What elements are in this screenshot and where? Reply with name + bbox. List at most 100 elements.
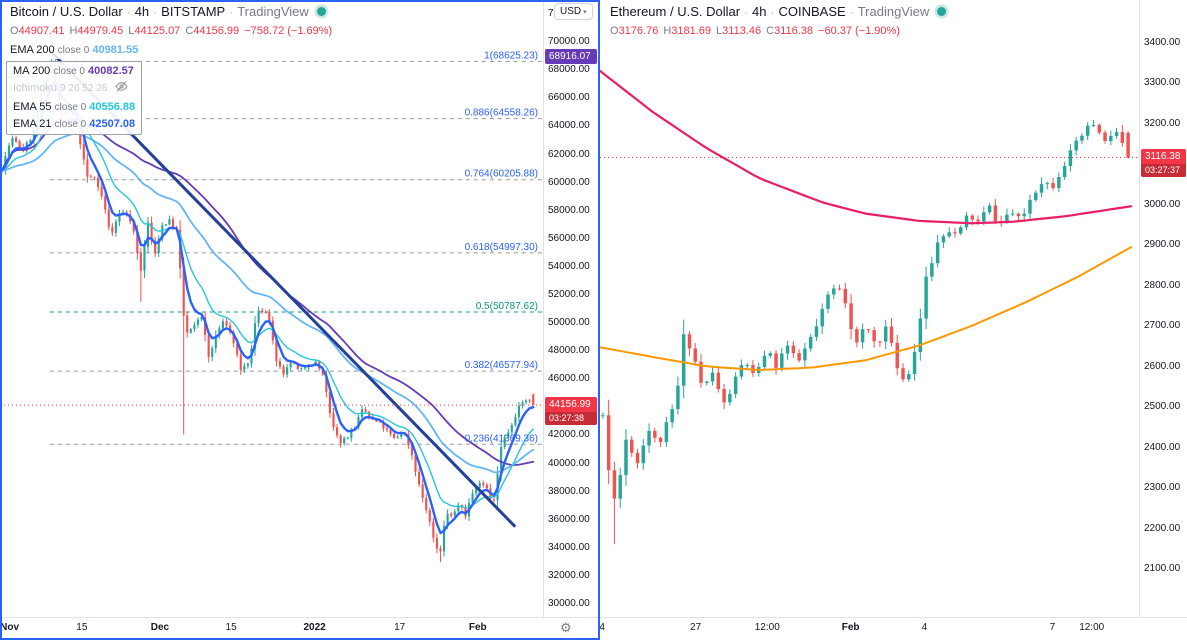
interval-label[interactable]: 4h	[134, 4, 150, 19]
price-tick: 64000.00	[548, 120, 590, 132]
last-price-badge: 44156.99 03:27:38	[545, 397, 597, 426]
price-tick: 30000.00	[548, 597, 590, 609]
time-label: 2022	[303, 622, 326, 633]
change-value: −60.37 (−1.90%)	[818, 25, 900, 37]
eth-time-axis[interactable]: 4 27 12:00 Feb 4 7 12:00	[600, 617, 1187, 640]
close-label: C	[185, 25, 194, 37]
last-price-badge: 3116.38 03:27:37	[1141, 149, 1186, 178]
exchange-label[interactable]: COINBASE	[778, 4, 846, 19]
price-tick: 70000.00	[548, 36, 590, 48]
btc-price-axis[interactable]: USD ▾ 30000.00 32000.00 34000.00 36000.00 380…	[543, 0, 599, 618]
separator: ·	[126, 5, 131, 19]
price-tick: 3300.00	[1144, 77, 1181, 89]
close-value: 3116.38	[774, 25, 814, 37]
low-value: 44125.07	[134, 25, 181, 37]
exchange-label[interactable]: BITSTAMP	[161, 4, 226, 19]
time-label: Nov	[0, 622, 20, 633]
currency-toggle-button[interactable]: USD ▾	[554, 3, 593, 20]
indicator-ichimoku-row[interactable]: Ichimoku 9 26 52 26	[13, 80, 135, 99]
tradingview-attribution[interactable]: TradingView	[237, 4, 309, 19]
indicator-ema200-row[interactable]: EMA 200 close 0 40981.55	[6, 42, 143, 59]
fib-label[interactable]: 1(68625.23)	[484, 50, 538, 61]
high-price-badge: 68916.07	[545, 49, 597, 65]
interval-label[interactable]: 4h	[752, 4, 767, 19]
price-tick: 62000.00	[548, 148, 590, 160]
time-label: 17	[394, 622, 406, 633]
separator: ·	[770, 5, 775, 19]
open-value: 3176.76	[618, 25, 659, 37]
price-tick: 36000.00	[548, 513, 590, 525]
price-tick: 32000.00	[548, 569, 590, 581]
price-tick: 2100.00	[1144, 563, 1181, 575]
gear-icon[interactable]: ⚙	[560, 620, 572, 635]
separator: ·	[229, 5, 234, 19]
fib-label[interactable]: 0.382(46577.94)	[465, 360, 538, 371]
price-tick: 48000.00	[548, 345, 590, 357]
price-tick: 2300.00	[1144, 482, 1181, 494]
close-label: C	[766, 25, 775, 37]
low-label: L	[128, 25, 135, 37]
eth-chart-canvas[interactable]	[600, 0, 1139, 618]
open-label: O	[610, 25, 619, 37]
indicator-ma200-row[interactable]: MA 200 close 0 40082.57	[13, 65, 134, 77]
price-tick: 58000.00	[548, 204, 590, 216]
eth-price-axis[interactable]: 2100.00 2200.00 2300.00 2400.00 2500.00 2600.…	[1139, 0, 1187, 618]
time-label: 12:00	[1079, 622, 1105, 633]
tradingview-attribution[interactable]: TradingView	[857, 4, 930, 19]
price-tick: 2800.00	[1144, 279, 1181, 291]
btc-time-axis[interactable]: ⚙ Nov 15 Dec 15 2022 17 Feb	[0, 617, 600, 640]
price-tick: 46000.00	[548, 373, 590, 385]
ma-lines	[600, 69, 1133, 371]
indicator-ema21-row[interactable]: EMA 21 close 0 42507.08	[13, 118, 136, 130]
price-tick: 38000.00	[548, 485, 590, 497]
market-status-icon[interactable]	[937, 7, 947, 16]
ohlc-readout: O44907.41 H44979.45 L44125.07 C44156.99 −758…	[6, 22, 337, 39]
price-tick: 2500.00	[1144, 401, 1181, 413]
price-tick: 60000.00	[548, 176, 590, 188]
price-tick: 34000.00	[548, 541, 590, 553]
time-label: Feb	[841, 622, 860, 633]
time-label: 27	[690, 622, 702, 633]
price-tick: 2400.00	[1144, 441, 1181, 453]
price-tick: 50000.00	[548, 317, 590, 329]
symbol-title[interactable]: Ethereum / U.S. Dollar	[610, 4, 741, 19]
time-label: 15	[225, 622, 237, 633]
fib-label[interactable]: 0.618(54997.30)	[465, 242, 538, 253]
change-value: −758.72 (−1.69%)	[244, 25, 333, 37]
price-tick: 3000.00	[1144, 198, 1181, 210]
price-tick: 2700.00	[1144, 320, 1181, 332]
ohlc-readout: O3176.76 H3181.69 L3113.46 C3116.38 −60.37 (…	[606, 22, 950, 39]
close-value: 44156.99	[193, 25, 240, 37]
separator: ·	[153, 5, 158, 19]
btc-chart-panel: 1(68625.23) 0.886(64558.26) 0.764(60205.88…	[0, 0, 600, 640]
fib-label[interactable]: 0.764(60205.88)	[465, 169, 538, 180]
high-label: H	[69, 25, 78, 37]
fib-label[interactable]: 0.236(41369.36)	[465, 433, 538, 444]
price-tick: 52000.00	[548, 288, 590, 300]
price-tick: 66000.00	[548, 92, 590, 104]
candles	[601, 119, 1130, 545]
high-value: 44979.45	[77, 25, 124, 37]
countdown-timer: 03:27:37	[1141, 164, 1186, 178]
fib-label[interactable]: 0.5(50787.62)	[476, 301, 538, 312]
indicator-ema55-row[interactable]: EMA 55 close 0 40556.88	[13, 101, 136, 113]
time-label: Feb	[468, 622, 487, 633]
eth-legend: Ethereum / U.S. Dollar · 4h · COINBASE · Tradi…	[606, 4, 951, 41]
price-tick: 3400.00	[1144, 36, 1181, 48]
time-label: Dec	[150, 622, 170, 633]
time-label: 12:00	[754, 622, 780, 633]
time-label: 4	[600, 622, 605, 633]
btc-legend: Bitcoin / U.S. Dollar · 4h · BITSTAMP · Tradin…	[6, 4, 337, 135]
fib-label[interactable]: 0.886(64558.26)	[465, 108, 538, 119]
price-tick: 56000.00	[548, 232, 590, 244]
price-tick: 3200.00	[1144, 117, 1181, 129]
price-tick: 2900.00	[1144, 239, 1181, 251]
time-label: 15	[76, 622, 88, 633]
countdown-timer: 03:27:38	[545, 412, 597, 426]
symbol-title[interactable]: Bitcoin / U.S. Dollar	[10, 4, 123, 19]
price-tick: 42000.00	[548, 429, 590, 441]
eye-hidden-icon[interactable]	[115, 81, 128, 96]
high-label: H	[663, 25, 672, 37]
market-status-icon[interactable]	[316, 7, 326, 16]
